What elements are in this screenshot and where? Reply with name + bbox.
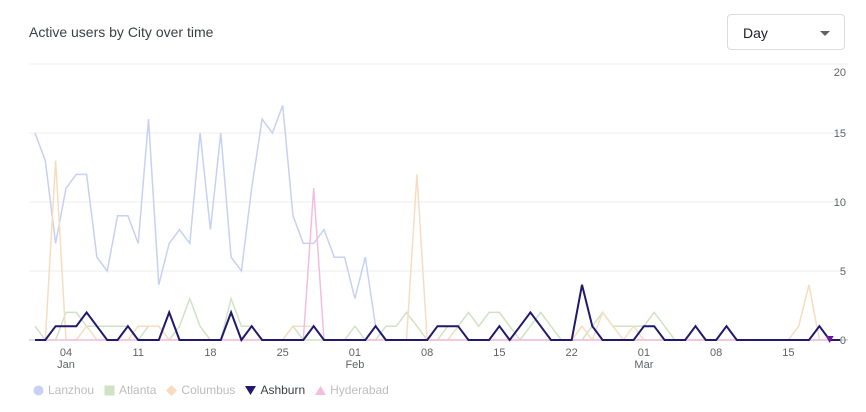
x-tick-label: 08: [421, 347, 433, 359]
triangle-icon: [245, 385, 257, 395]
y-tick-label: 20: [834, 67, 846, 79]
legend-item-ashburn[interactable]: Ashburn: [245, 383, 305, 397]
x-tick-sublabel: Jan: [57, 359, 75, 371]
x-tick-label: 22: [566, 347, 578, 359]
y-tick-label: 5: [840, 266, 846, 278]
series-line-lanzhou: [34, 105, 830, 341]
x-tick-label: 01: [349, 347, 361, 359]
gridlines: [29, 63, 848, 341]
x-tick-label: 18: [204, 347, 216, 359]
series-line-ashburn: [35, 284, 840, 343]
triangle-up-icon: [315, 385, 327, 395]
x-tick-sublabel: Feb: [345, 359, 364, 371]
series-lines: [34, 105, 840, 343]
legend-item-columbus[interactable]: Columbus: [166, 383, 235, 397]
series-line-atlanta: [34, 296, 840, 342]
chart-title: Active users by City over time: [29, 24, 214, 40]
series-line-columbus: [35, 160, 840, 342]
series-line-hyderabad: [35, 188, 840, 341]
granularity-dropdown[interactable]: Day: [727, 14, 845, 50]
series-end-marker: [825, 336, 834, 343]
x-tick-sublabel: Mar: [634, 359, 653, 371]
legend-item-lanzhou[interactable]: Lanzhou: [33, 383, 94, 397]
x-tick-label: 11: [132, 347, 143, 359]
diamond-icon: [166, 384, 178, 396]
square-icon: [104, 385, 115, 395]
y-tick-label: 0: [840, 335, 846, 347]
legend-label: Hyderabad: [330, 383, 389, 397]
x-tick-label: 25: [277, 347, 289, 359]
x-tick-label: 01: [638, 347, 650, 359]
legend-label: Columbus: [181, 383, 236, 397]
legend-item-hyderabad[interactable]: Hyderabad: [315, 383, 389, 397]
legend-label: Atlanta: [119, 383, 157, 397]
x-tick-label: 15: [493, 347, 505, 359]
chevron-down-icon: [820, 31, 830, 36]
circle-icon: [33, 385, 44, 395]
granularity-value: Day: [743, 25, 768, 41]
y-axis-ticks: 0 5 10 15 20: [834, 67, 846, 347]
legend-label: Lanzhou: [48, 383, 95, 397]
x-tick-label: 04: [60, 347, 72, 359]
x-tick-label: 15: [782, 347, 794, 359]
legend: Lanzhou Atlanta Columbus Ashburn Hyderabad: [33, 383, 389, 397]
legend-label: Ashburn: [260, 383, 306, 397]
x-tick-label: 08: [710, 347, 722, 359]
y-tick-label: 15: [834, 128, 846, 140]
legend-item-atlanta[interactable]: Atlanta: [104, 383, 156, 397]
y-tick-label: 10: [834, 197, 846, 209]
